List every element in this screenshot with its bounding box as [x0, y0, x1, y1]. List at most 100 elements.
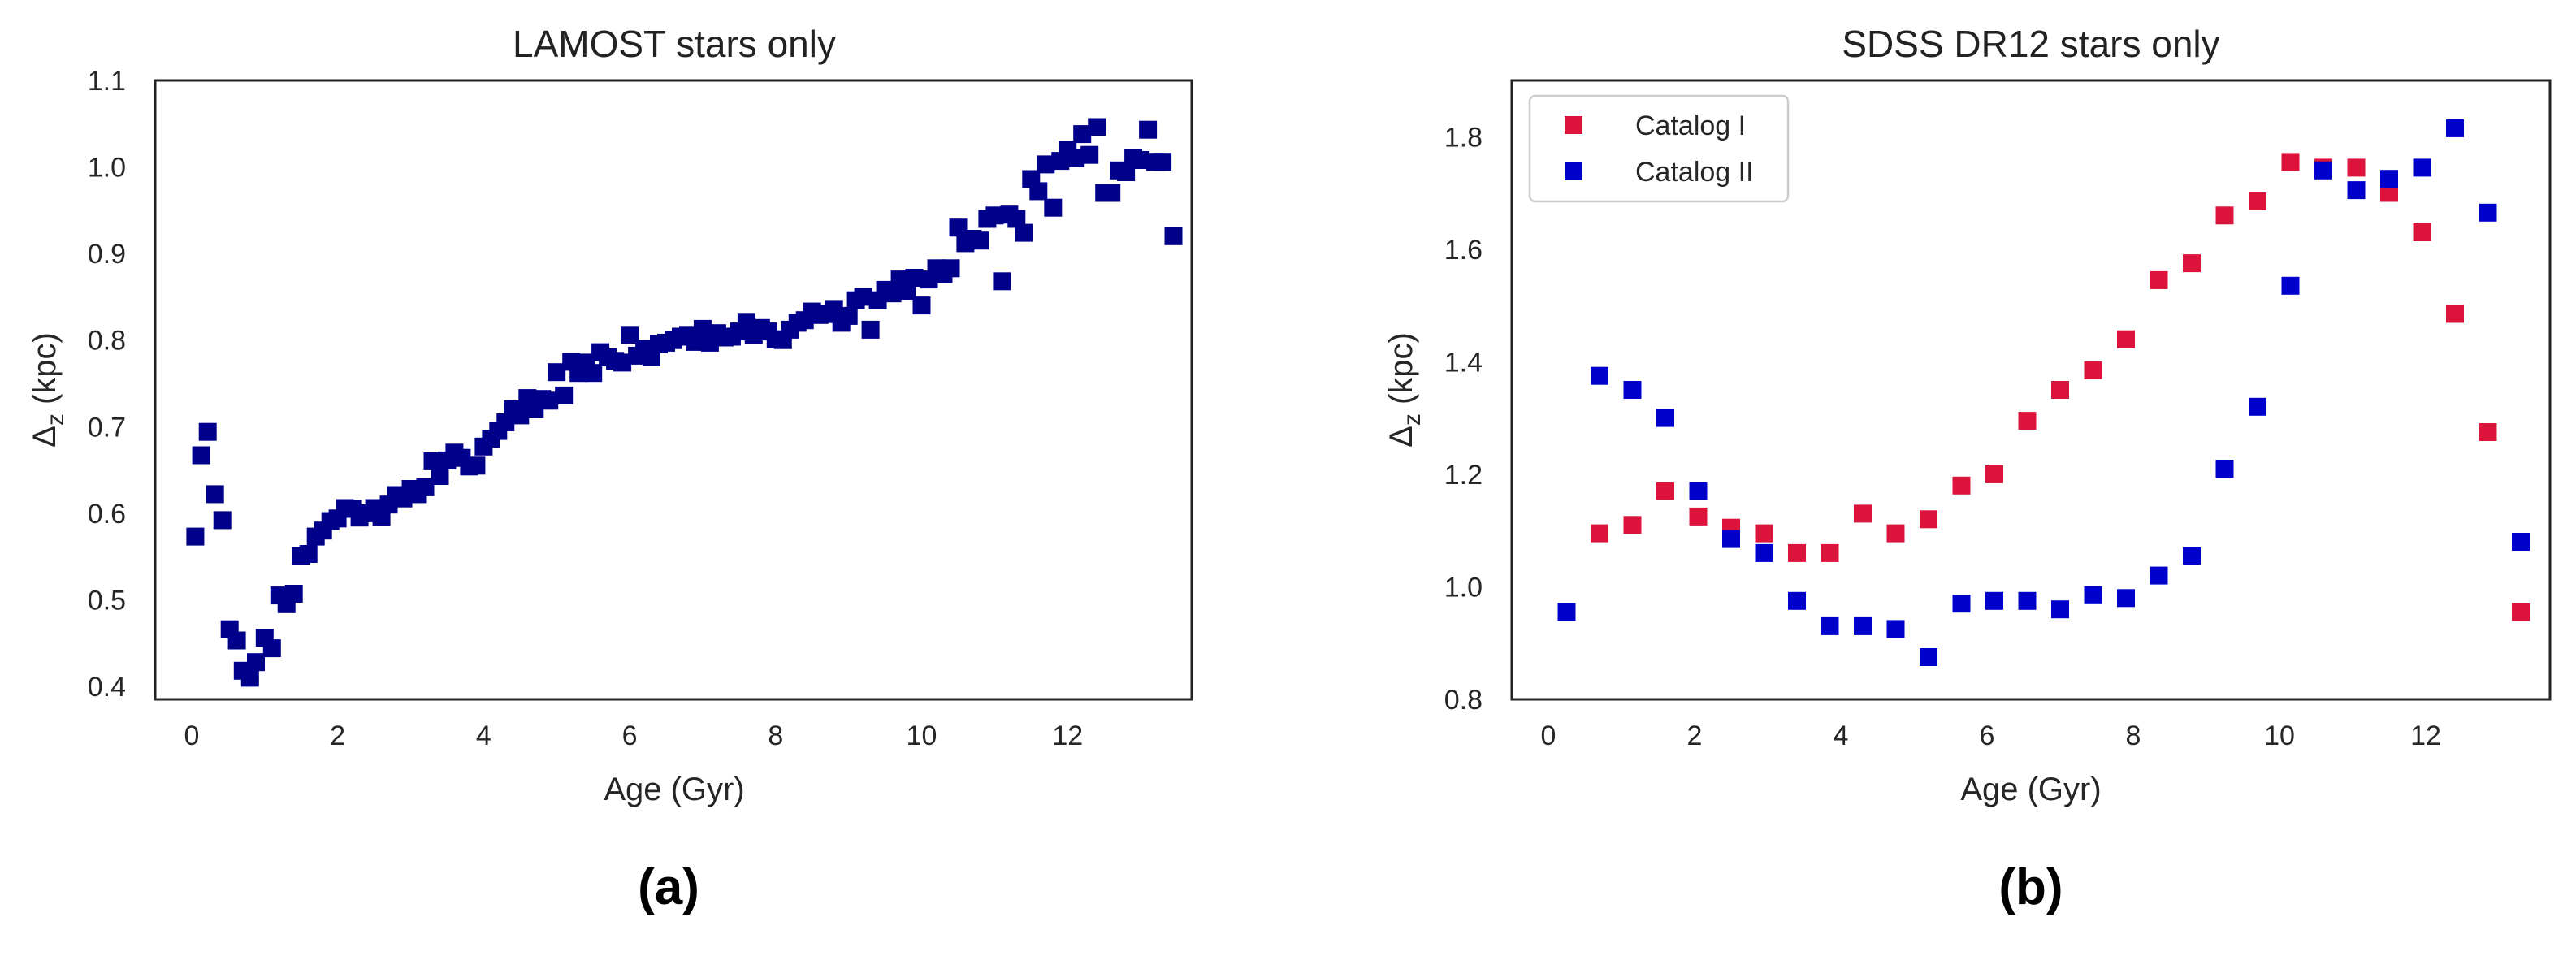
- panel-b: SDSS DR12 stars only 0 2 4 6 8 10 12 0.8 1.0 1.2…: [1383, 23, 2552, 915]
- data-point-lamost: [854, 288, 872, 306]
- data-point-catalog-i: [1821, 543, 1839, 562]
- panel-b-x-tick-label: 2: [1687, 720, 1703, 751]
- panel-a-x-tick-label: 4: [476, 720, 491, 751]
- panel-b-y-ticks: 0.8 1.0 1.2 1.4 1.6 1.8: [1444, 122, 1483, 716]
- panel-b-x-tick-label: 12: [2410, 720, 2441, 751]
- data-point-catalog-i: [2051, 381, 2069, 399]
- data-point-lamost: [540, 391, 559, 410]
- data-point-lamost: [1037, 155, 1055, 174]
- panel-b-y-tick-label: 0.8: [1444, 685, 1483, 716]
- data-point-lamost: [825, 300, 843, 318]
- panel-a-label: (a): [638, 859, 699, 915]
- data-point-catalog-ii: [1591, 366, 1608, 385]
- data-point-catalog-ii: [2084, 586, 2102, 604]
- panel-a-x-tick-label: 0: [184, 720, 199, 751]
- data-point-lamost: [912, 296, 931, 315]
- legend-label-catalog-ii: Catalog II: [1635, 157, 1754, 188]
- data-point-lamost: [1044, 198, 1063, 217]
- data-point-lamost: [431, 467, 449, 485]
- data-point-catalog-ii: [2215, 460, 2234, 478]
- data-point-catalog-i: [1591, 524, 1608, 543]
- data-point-catalog-ii: [2446, 119, 2464, 137]
- data-point-catalog-i: [2183, 254, 2201, 273]
- panel-b-x-tick-label: 4: [1834, 720, 1849, 751]
- panel-a-y-tick-label: 1.1: [88, 66, 126, 97]
- panel-b-x-tick-label: 0: [1541, 720, 1556, 751]
- panel-b-y-tick-label: 1.2: [1444, 460, 1483, 491]
- panel-b-x-tick-label: 10: [2264, 720, 2295, 751]
- data-point-lamost: [839, 306, 858, 325]
- data-point-lamost: [1007, 210, 1026, 228]
- data-point-lamost: [883, 284, 902, 303]
- panel-b-x-tick-label: 6: [1980, 720, 1995, 751]
- data-point-lamost: [192, 446, 210, 465]
- data-point-lamost: [1154, 153, 1172, 171]
- data-point-catalog-i: [1886, 524, 1905, 543]
- panel-b-y-label-unit: (kpc): [1383, 332, 1419, 413]
- data-point-lamost: [993, 272, 1011, 291]
- data-point-catalog-i: [1854, 504, 1872, 523]
- data-point-lamost: [693, 319, 712, 338]
- panel-a-y-tick-label: 0.8: [88, 326, 126, 357]
- data-point-lamost: [985, 206, 1004, 225]
- data-point-catalog-i: [2446, 305, 2464, 323]
- data-point-lamost: [861, 320, 880, 339]
- data-point-lamost: [1132, 151, 1150, 169]
- data-point-catalog-ii: [2512, 533, 2530, 551]
- panel-b-x-tick-label: 8: [2126, 720, 2141, 751]
- data-point-catalog-i: [2249, 192, 2266, 210]
- data-point-lamost: [227, 631, 246, 650]
- panel-b-y-tick-label: 1.6: [1444, 235, 1483, 266]
- legend-label-catalog-i: Catalog I: [1635, 110, 1746, 141]
- data-point-lamost: [416, 478, 435, 496]
- data-point-catalog-ii: [1755, 543, 1773, 562]
- data-point-catalog-i: [1623, 516, 1642, 534]
- panel-a: LAMOST stars only 0 2 4 6 8 10 12 0.4 0.5 0.6 0.7…: [27, 23, 1193, 915]
- panel-a-y-ticks: 0.4 0.5 0.6 0.7 0.8 0.9 1.0 1.1: [88, 66, 126, 703]
- data-point-lamost: [1080, 145, 1099, 164]
- panel-a-title: LAMOST stars only: [513, 23, 836, 65]
- panel-b-legend: Catalog I Catalog II: [1528, 94, 1790, 203]
- data-point-catalog-ii: [1623, 381, 1642, 399]
- data-point-catalog-i: [1985, 465, 2003, 483]
- data-point-lamost: [262, 639, 281, 658]
- panel-a-y-tick-label: 0.4: [88, 672, 126, 703]
- data-point-lamost: [511, 406, 530, 425]
- data-point-lamost: [1117, 163, 1136, 181]
- data-point-lamost: [299, 545, 318, 563]
- data-point-catalog-i: [2084, 361, 2102, 379]
- data-point-lamost: [1088, 118, 1106, 136]
- panel-a-x-axis-label: Age (Gyr): [604, 772, 744, 807]
- data-point-catalog-i: [1920, 510, 1937, 529]
- data-point-catalog-ii: [1821, 616, 1839, 635]
- panel-b-label: (b): [1998, 859, 2063, 915]
- data-point-catalog-ii: [2281, 276, 2300, 295]
- panel-b-y-axis-label: Δz (kpc): [1383, 332, 1426, 448]
- panel-a-x-tick-label: 6: [622, 720, 638, 751]
- data-point-lamost: [971, 231, 989, 250]
- data-point-catalog-ii: [1722, 530, 1740, 548]
- data-point-catalog-ii: [1689, 482, 1708, 500]
- data-point-catalog-ii: [1886, 620, 1905, 638]
- data-point-lamost: [905, 269, 924, 287]
- legend-marker-catalog-i: [1565, 116, 1582, 134]
- data-point-lamost: [240, 668, 259, 687]
- data-point-catalog-ii: [2479, 203, 2497, 222]
- data-point-catalog-ii: [2380, 170, 2398, 188]
- data-point-catalog-i: [2512, 603, 2530, 621]
- data-point-catalog-ii: [1952, 595, 1971, 613]
- data-point-lamost: [613, 353, 632, 372]
- data-point-lamost: [186, 527, 205, 546]
- panel-a-y-label-unit: (kpc): [27, 332, 63, 413]
- data-point-catalog-i: [1656, 482, 1674, 500]
- data-point-lamost: [1164, 227, 1183, 245]
- data-point-lamost: [284, 585, 303, 603]
- data-point-lamost: [198, 422, 217, 441]
- data-point-lamost: [1015, 223, 1033, 242]
- data-point-catalog-i: [2281, 153, 2300, 171]
- panel-a-plot-frame: [154, 79, 1193, 701]
- data-point-lamost: [942, 259, 960, 278]
- panel-a-y-label-subscript: z: [42, 413, 69, 426]
